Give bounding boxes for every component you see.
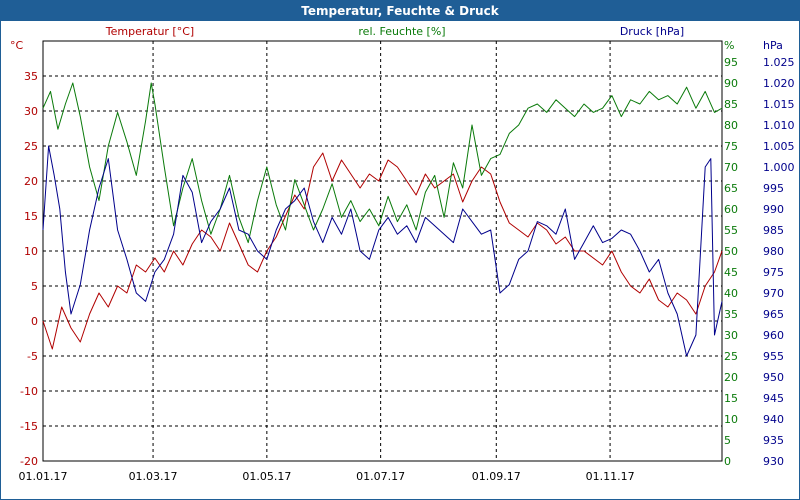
temperature-unit: °C: [10, 39, 24, 52]
pressure-tick-label: 955: [763, 350, 784, 363]
x-tick-label: 01.09.17: [472, 470, 521, 483]
humidity-tick-label: 30: [724, 329, 738, 342]
humidity-tick-label: 10: [724, 413, 738, 426]
pressure-tick-label: 945: [763, 392, 784, 405]
pressure-tick-label: 1.010: [763, 119, 795, 132]
pressure-axis-label: Druck [hPa]: [620, 25, 684, 38]
humidity-axis-ticks: 0 5 10 15 20 25 30 35 40 45 50 55 60 65 70 75 80 85 90 95: [724, 56, 738, 468]
pressure-tick-label: 1.015: [763, 98, 795, 111]
temperature-axis-label: Temperatur [°C]: [105, 25, 194, 38]
humidity-tick-label: 40: [724, 287, 738, 300]
humidity-axis-label: rel. Feuchte [%]: [358, 25, 445, 38]
pressure-tick-label: 985: [763, 224, 784, 237]
pressure-tick-label: 960: [763, 329, 784, 342]
humidity-tick-label: 20: [724, 371, 738, 384]
series-line-left: [42, 152, 723, 350]
humidity-tick-label: 15: [724, 392, 738, 405]
pressure-tick-label: 1.000: [763, 161, 795, 174]
temperature-tick-label: 25: [24, 140, 38, 153]
pressure-tick-label: 935: [763, 434, 784, 447]
x-tick-label: 01.01.17: [19, 470, 68, 483]
grid: [42, 40, 723, 462]
humidity-unit: %: [724, 39, 734, 52]
temperature-tick-label: -15: [20, 420, 38, 433]
temperature-tick-label: -10: [20, 385, 38, 398]
series-line-right1: [42, 82, 723, 244]
temperature-tick-label: 0: [31, 315, 38, 328]
temperature-tick-label: -20: [20, 455, 38, 468]
pressure-tick-label: 975: [763, 266, 784, 279]
pressure-tick-label: 950: [763, 371, 784, 384]
temperature-tick-label: -5: [27, 350, 38, 363]
x-tick-label: 01.05.17: [242, 470, 291, 483]
pressure-tick-label: 965: [763, 308, 784, 321]
temperature-tick-label: 35: [24, 70, 38, 83]
series-layer: [42, 82, 723, 357]
humidity-tick-label: 80: [724, 119, 738, 132]
pressure-tick-label: 930: [763, 455, 784, 468]
pressure-tick-label: 1.020: [763, 77, 795, 90]
temperature-axis-ticks: -20 -15 -10 -5 0 5 10 15 20 25 30 35: [20, 70, 38, 468]
pressure-tick-label: 990: [763, 203, 784, 216]
humidity-tick-label: 25: [724, 350, 738, 363]
pressure-tick-label: 940: [763, 413, 784, 426]
temperature-tick-label: 15: [24, 210, 38, 223]
humidity-tick-label: 45: [724, 266, 738, 279]
temperature-tick-label: 20: [24, 175, 38, 188]
humidity-tick-label: 55: [724, 224, 738, 237]
temperature-tick-label: 10: [24, 245, 38, 258]
x-tick-label: 01.03.17: [129, 470, 178, 483]
pressure-tick-label: 970: [763, 287, 784, 300]
x-axis-ticks: 01.01.17 01.03.17 01.05.17 01.07.17 01.09.17…: [19, 470, 635, 483]
pressure-unit: hPa: [763, 39, 783, 52]
x-tick-label: 01.11.17: [586, 470, 635, 483]
humidity-tick-label: 90: [724, 77, 738, 90]
series-line-right2: [42, 145, 723, 357]
pressure-tick-label: 980: [763, 245, 784, 258]
humidity-tick-label: 85: [724, 98, 738, 111]
humidity-tick-label: 0: [724, 455, 731, 468]
pressure-axis-ticks: 930 935 940 945 950 955 960 965 970 975 980 985 990 9…: [763, 56, 795, 468]
temperature-tick-label: 30: [24, 105, 38, 118]
humidity-tick-label: 5: [724, 434, 731, 447]
pressure-tick-label: 1.005: [763, 140, 795, 153]
temperature-tick-label: 5: [31, 280, 38, 293]
humidity-tick-label: 95: [724, 56, 738, 69]
humidity-tick-label: 70: [724, 161, 738, 174]
pressure-tick-label: 1.025: [763, 56, 795, 69]
humidity-tick-label: 50: [724, 245, 738, 258]
x-tick-label: 01.07.17: [356, 470, 405, 483]
pressure-tick-label: 995: [763, 182, 784, 195]
humidity-tick-label: 60: [724, 203, 738, 216]
humidity-tick-label: 65: [724, 182, 738, 195]
humidity-tick-label: 35: [724, 308, 738, 321]
humidity-tick-label: 75: [724, 140, 738, 153]
window-title: Temperatur, Feuchte & Druck: [1, 1, 799, 21]
